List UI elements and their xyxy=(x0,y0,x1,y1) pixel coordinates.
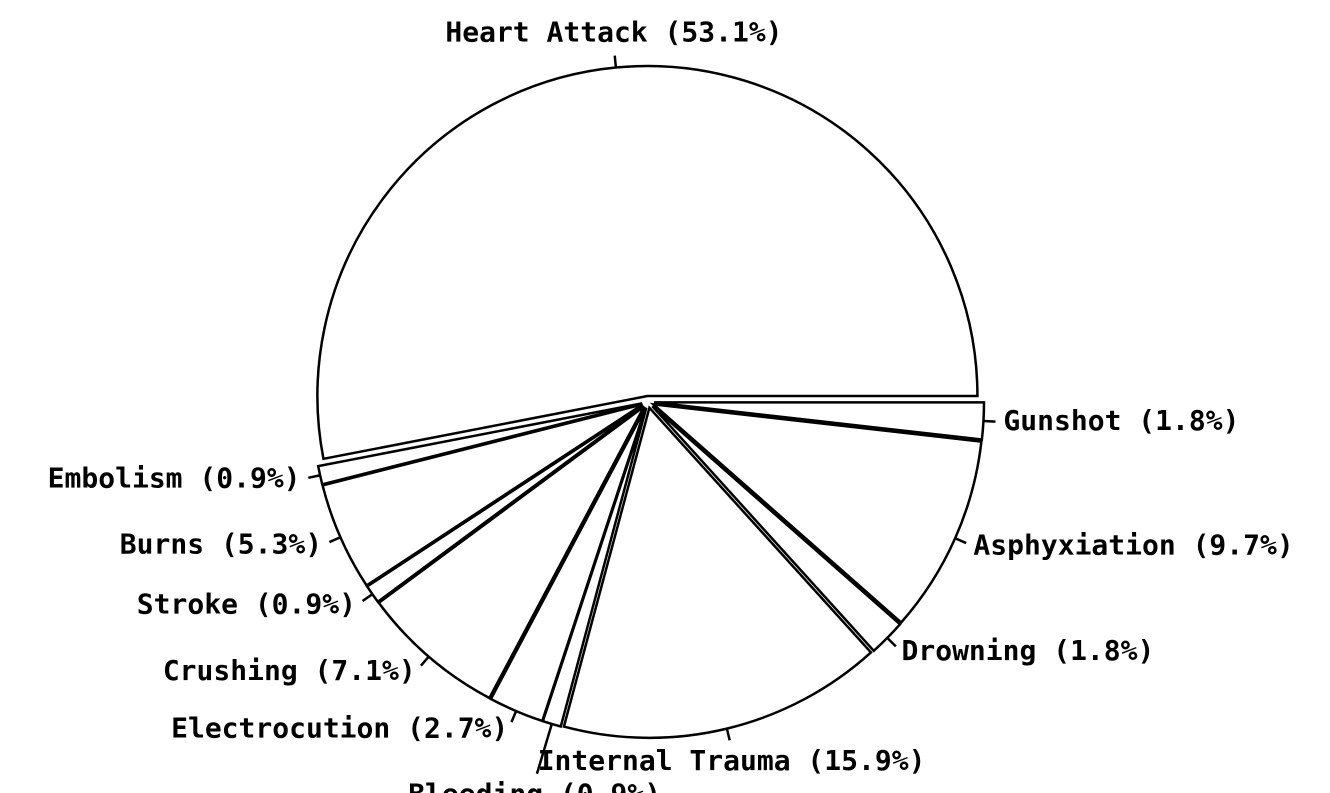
leader-line xyxy=(419,655,430,667)
slice-label: Asphyxiation (9.7%) xyxy=(973,528,1293,561)
category-label: Burns xyxy=(120,527,204,560)
slice-label: Crushing (7.1%) xyxy=(163,654,416,687)
value-label: (53.1%) xyxy=(665,16,783,49)
value-label: (5.3%) xyxy=(221,527,322,560)
slice-label: Gunshot (1.8%) xyxy=(1003,404,1239,437)
category-label: Heart Attack xyxy=(445,16,647,49)
value-label: (9.7%) xyxy=(1193,528,1294,561)
value-label: (0.9%) xyxy=(199,462,300,495)
leader-line xyxy=(361,593,374,603)
leader-line xyxy=(886,637,897,648)
slice-label: Embolism (0.9%) xyxy=(48,462,301,495)
value-label: (0.9%) xyxy=(255,588,356,621)
slice-label: Heart Attack (53.1%) xyxy=(445,16,782,49)
leader-line xyxy=(510,710,518,723)
pie-slice xyxy=(316,64,979,461)
slice-label: Stroke (0.9%) xyxy=(137,588,356,621)
value-label: (15.9%) xyxy=(807,744,925,777)
category-label: Internal Trauma xyxy=(538,744,791,777)
pie-slice xyxy=(541,407,648,729)
leader-line xyxy=(308,474,321,480)
value-label: (7.1%) xyxy=(315,654,416,687)
category-label: Gunshot xyxy=(1003,404,1121,437)
slice-label: Bleeding (0.9%) xyxy=(408,777,661,793)
value-label: (1.8%) xyxy=(1138,404,1239,437)
leader-line xyxy=(613,55,618,68)
pie-slice xyxy=(321,403,644,588)
category-label: Stroke xyxy=(137,588,238,621)
slice-label: Drowning (1.8%) xyxy=(902,634,1155,667)
category-label: Electrocution xyxy=(171,711,390,744)
category-label: Embolism xyxy=(48,462,183,495)
pie-slice xyxy=(377,405,646,700)
category-label: Asphyxiation xyxy=(973,528,1175,561)
leader-line xyxy=(954,537,967,545)
slice-label: Internal Trauma (15.9%) xyxy=(538,744,926,777)
leader-line xyxy=(725,728,731,741)
value-label: (0.9%) xyxy=(560,777,661,793)
leader-line xyxy=(328,536,341,544)
leader-line xyxy=(983,419,996,423)
category-label: Drowning xyxy=(902,634,1037,667)
pie-slice xyxy=(365,404,644,604)
slice-label: Electrocution (2.7%) xyxy=(171,711,508,744)
category-label: Bleeding xyxy=(408,777,543,793)
leader-line xyxy=(535,723,554,775)
value-label: (1.8%) xyxy=(1053,634,1154,667)
pie-slice xyxy=(653,401,986,441)
value-label: (2.7%) xyxy=(407,711,508,744)
category-label: Crushing xyxy=(163,654,298,687)
pie-slice xyxy=(562,405,873,740)
slice-label: Burns (5.3%) xyxy=(120,527,322,560)
